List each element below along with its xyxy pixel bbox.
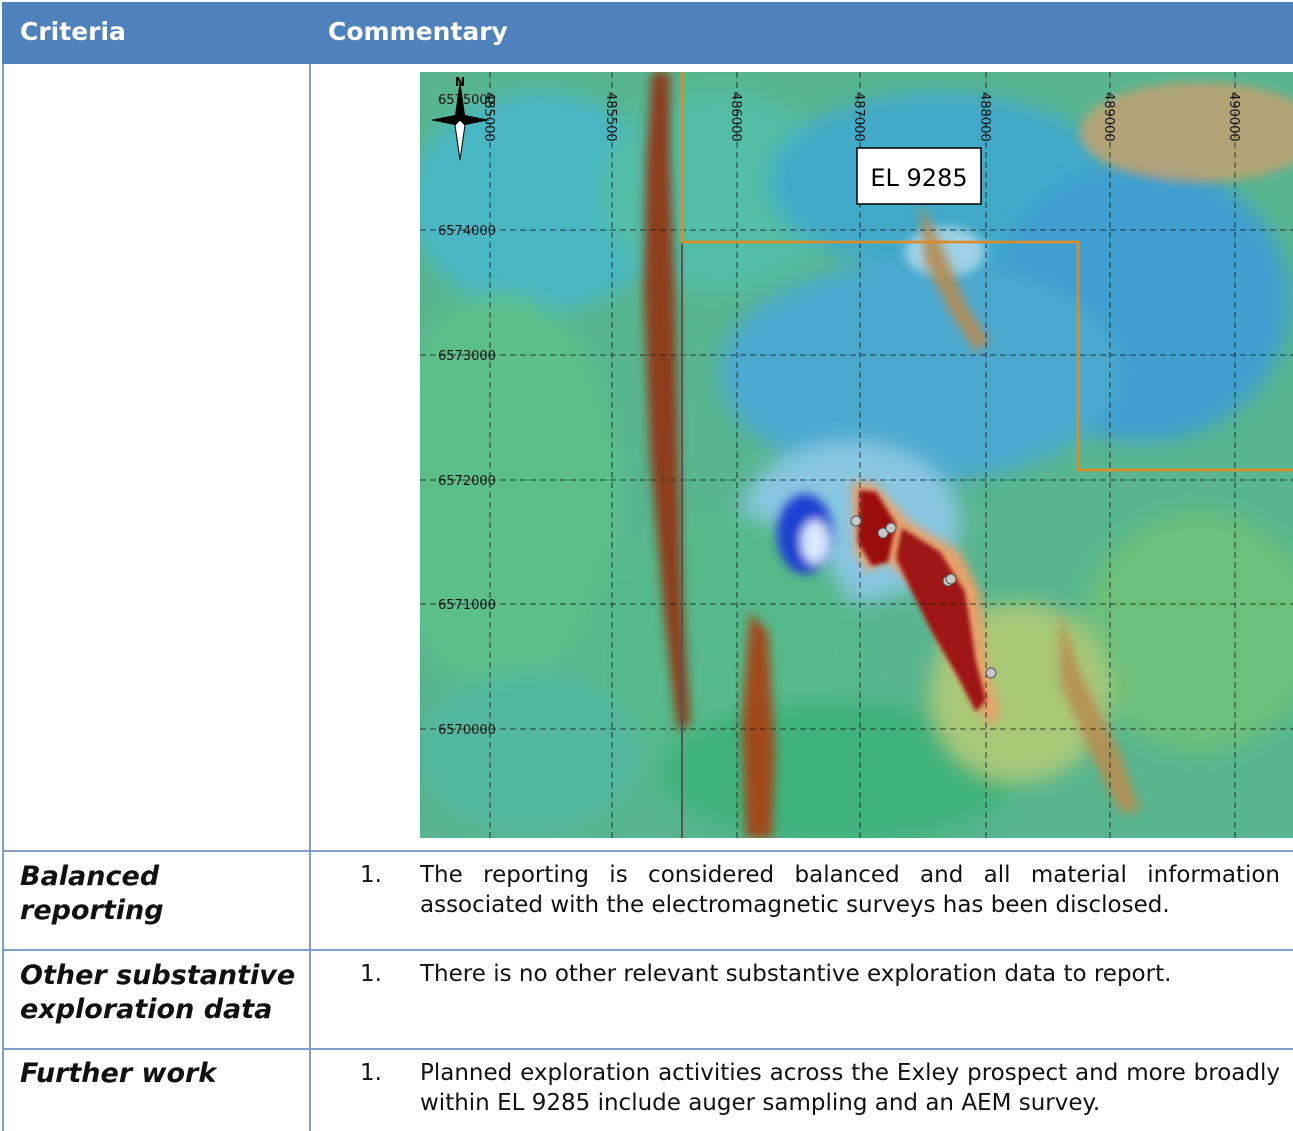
header-commentary: Commentary [328,17,508,46]
header-criteria: Criteria [20,17,126,46]
north-arrow-icon: N [430,75,490,161]
easting-label: 487000 [851,92,866,142]
northing-label: 6573000 [438,349,496,364]
northing-label: 6574000 [438,224,496,239]
northing-label: 6572000 [438,474,496,489]
easting-label: 490000 [1226,92,1241,142]
north-label: N [455,75,465,89]
row-divider [2,1048,1293,1050]
item-text: Planned exploration activities across th… [420,1060,1280,1116]
easting-label: 488000 [977,92,992,142]
magnetic-map: 6574000 6573000 6572000 6571000 6570000 … [420,72,1293,838]
northing-label: 6571000 [438,598,496,613]
table-left-border [2,64,4,1131]
northing-label: 6575000 [438,93,496,108]
tenement-label: EL 9285 [870,164,967,192]
item-number: 1. [360,862,382,888]
easting-label: 485000 [481,92,496,142]
easting-label: 485500 [603,92,618,142]
easting-label: 486000 [728,92,743,142]
item-number: 1. [360,1060,382,1086]
row-divider [2,949,1293,951]
table-column-divider [309,64,311,1131]
table-header: Criteria Commentary [2,2,1293,64]
row-divider [2,850,1293,852]
criteria-other-substantive: Other substantive exploration data [20,960,296,1025]
item-text: The reporting is considered balanced and… [420,862,1280,918]
criteria-balanced-reporting: Balanced reporting [20,861,164,926]
easting-label: 489000 [1101,92,1116,142]
item-number: 1. [360,961,382,987]
item-text: There is no other relevant substantive e… [420,961,1172,987]
criteria-further-work: Further work [20,1058,217,1089]
northing-label: 6570000 [438,723,496,738]
